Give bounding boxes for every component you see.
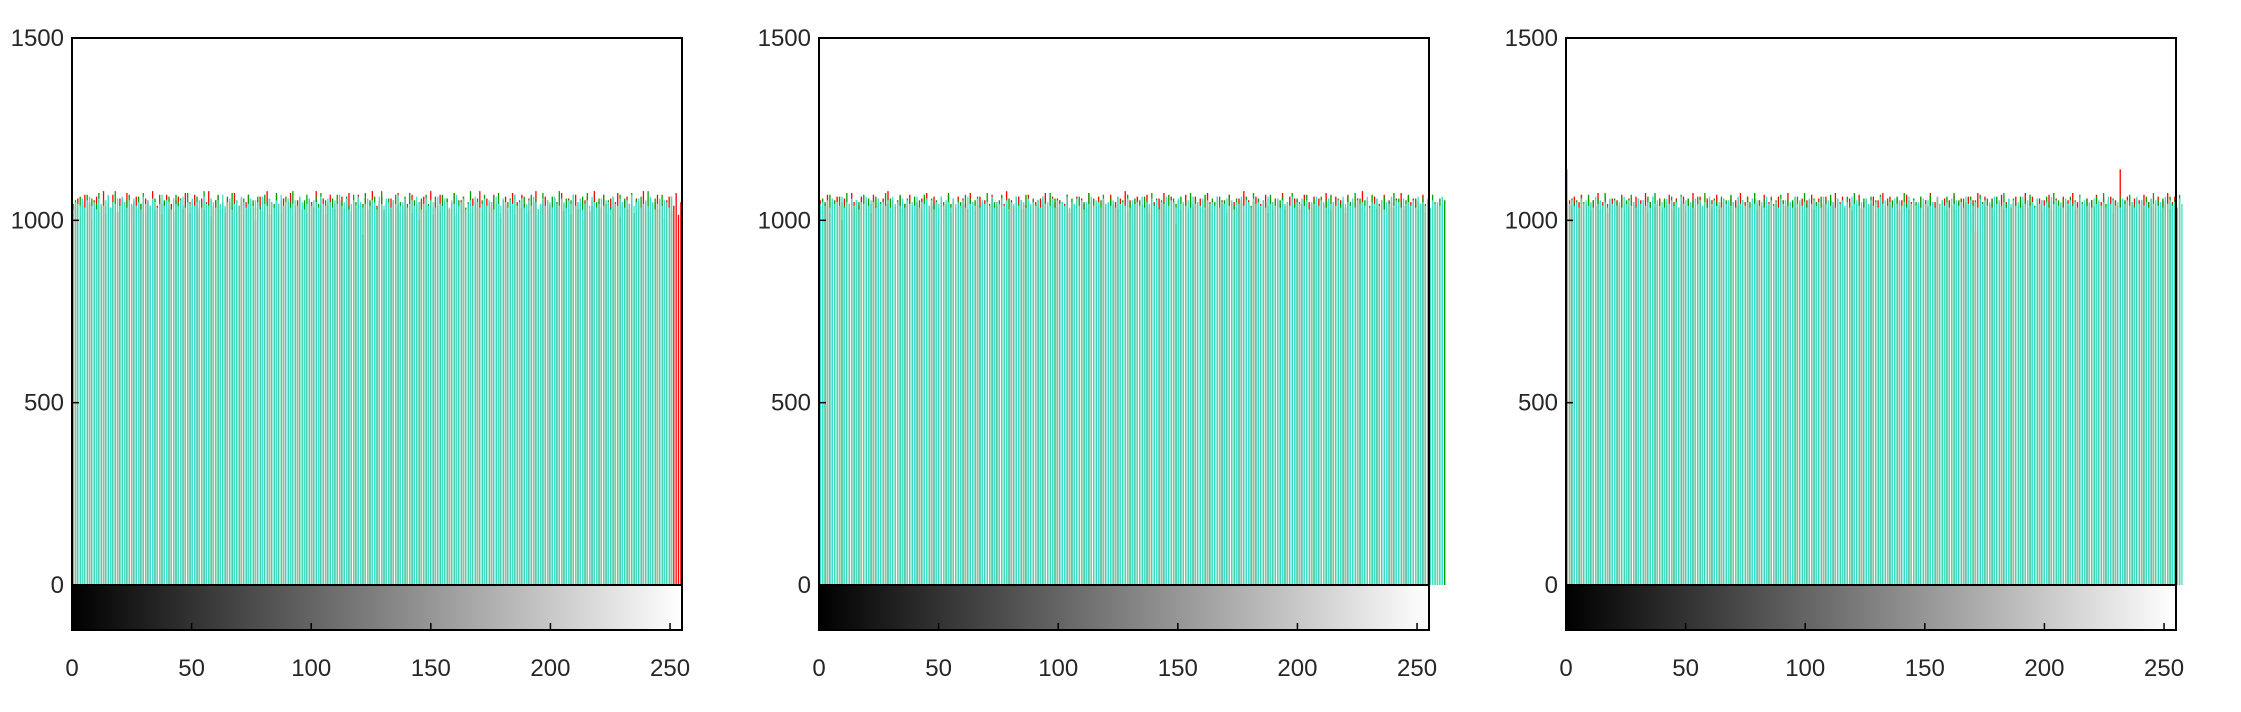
x-tick-label: 150	[411, 655, 451, 682]
colorbar	[71, 584, 683, 631]
x-tick-label: 150	[1905, 655, 1945, 682]
histogram-chart-1: 0 500 1000 1500 0 50 100 150 200 250	[11, 25, 690, 682]
x-tick-label: 150	[1158, 655, 1198, 682]
x-tick-label: 200	[530, 655, 570, 682]
histogram-panel-3: 0 500 1000 1500 0 50 100 150 200 250	[1494, 0, 2241, 712]
y-tick-label: 0	[798, 572, 811, 599]
x-tick-label: 200	[2024, 655, 2064, 682]
y-tick-label: 1500	[1505, 25, 1558, 52]
x-tick-label: 100	[1785, 655, 1825, 682]
y-tick-label: 1500	[11, 25, 64, 52]
x-tick-label: 0	[812, 655, 825, 682]
histogram-chart-2: 0 500 1000 1500 0 50 100 150 200 250	[758, 25, 1446, 682]
y-tick-label: 1500	[758, 25, 811, 52]
x-tick-label: 250	[2144, 655, 2184, 682]
series-3	[1566, 169, 2183, 585]
series-3	[72, 194, 673, 585]
y-tick-label: 0	[1545, 572, 1558, 599]
colorbar	[818, 584, 1430, 631]
x-tick-label: 0	[1559, 655, 1572, 682]
histogram-panel-1: 0 500 1000 1500 0 50 100 150 200 250	[0, 0, 747, 712]
x-tick-label: 100	[1038, 655, 1078, 682]
y-tick-label: 1000	[758, 207, 811, 234]
y-tick-label: 0	[51, 572, 64, 599]
y-tick-label: 1000	[11, 207, 64, 234]
y-tick-label: 500	[1518, 390, 1558, 417]
x-tick-label: 200	[1277, 655, 1317, 682]
histogram-chart-3: 0 500 1000 1500 0 50 100 150 200 250	[1505, 25, 2184, 682]
x-tick-label: 100	[291, 655, 331, 682]
x-tick-label: 0	[65, 655, 78, 682]
x-tick-label: 50	[1672, 655, 1699, 682]
y-tick-label: 1000	[1505, 207, 1558, 234]
x-tick-label: 250	[1397, 655, 1437, 682]
series-3	[819, 196, 1443, 585]
x-tick-label: 50	[925, 655, 952, 682]
colorbar	[1565, 584, 2177, 631]
x-tick-label: 250	[650, 655, 690, 682]
histogram-panel-2: 0 500 1000 1500 0 50 100 150 200 250	[747, 0, 1494, 712]
x-tick-label: 50	[178, 655, 205, 682]
plot-area	[819, 38, 1429, 585]
y-tick-label: 500	[24, 390, 64, 417]
y-tick-label: 500	[771, 390, 811, 417]
